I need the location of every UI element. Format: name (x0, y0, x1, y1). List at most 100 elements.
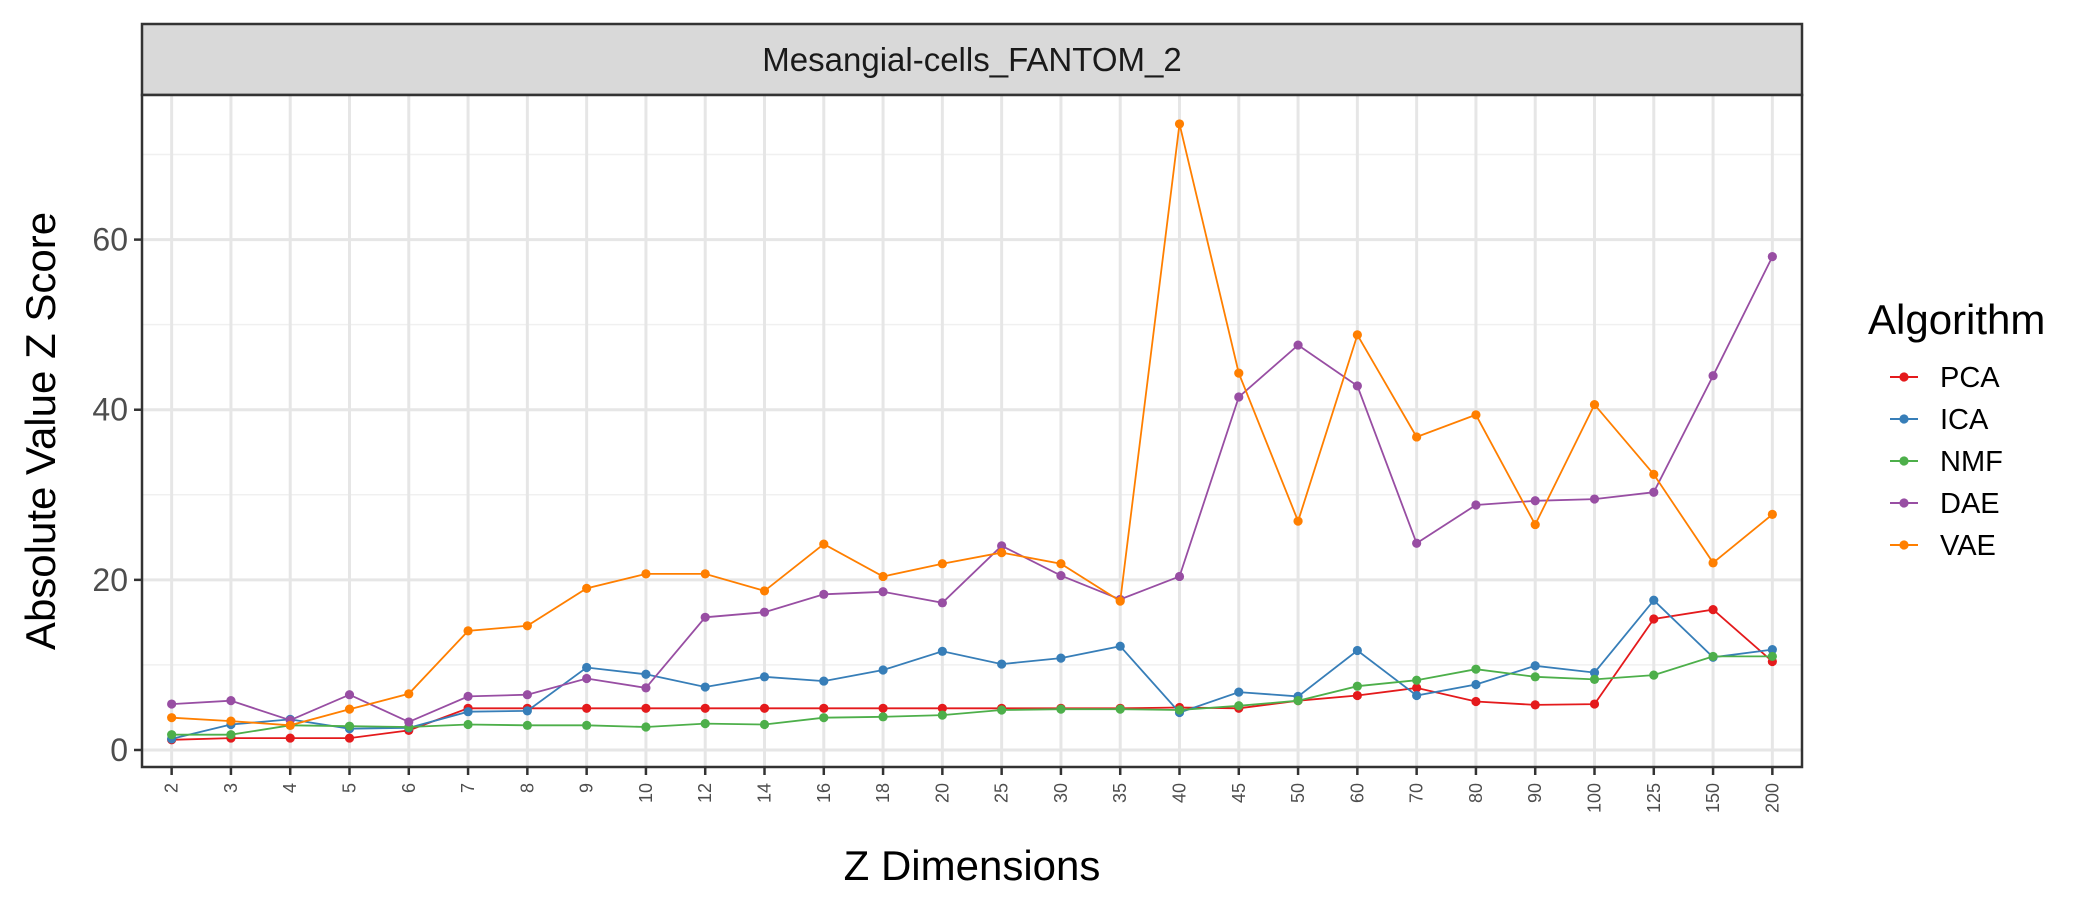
data-point (1649, 670, 1659, 680)
data-point (759, 672, 770, 682)
data-point (937, 710, 947, 720)
data-point (1708, 651, 1718, 662)
data-point (937, 559, 947, 569)
data-point (285, 720, 295, 730)
data-point (463, 719, 473, 730)
data-point (1471, 664, 1481, 674)
data-point (344, 733, 355, 743)
data-point (641, 569, 651, 579)
data-point (819, 589, 829, 599)
data-point (1234, 392, 1244, 402)
x-tick-label: 50 (1288, 783, 1308, 803)
data-point (344, 721, 355, 731)
y-axis: 0 20 40 60 (92, 222, 142, 768)
x-tick-label: 14 (755, 783, 775, 803)
data-point (167, 699, 177, 709)
legend-label: VAE (1940, 530, 1996, 562)
data-point (1174, 571, 1185, 582)
data-point (522, 621, 532, 631)
data-point (819, 713, 829, 723)
x-tick-label: 80 (1466, 783, 1486, 803)
series-line (171, 256, 1774, 723)
facet-strip (140, 22, 1804, 97)
data-point (641, 722, 651, 732)
legend-key-point (1899, 414, 1909, 424)
data-point (641, 669, 651, 679)
data-point (641, 703, 651, 713)
data-point (582, 703, 592, 713)
data-point (878, 571, 888, 582)
data-point (937, 703, 947, 713)
legend-title: Algorithm (1868, 296, 2045, 343)
data-point (226, 716, 236, 726)
data-point (1767, 645, 1777, 655)
data-point (1589, 674, 1600, 684)
x-tick-label: 35 (1110, 783, 1130, 803)
x-tick-label: 30 (1051, 783, 1071, 803)
x-tick-label: 90 (1525, 783, 1545, 803)
data-point (463, 691, 473, 701)
y-tick-label: 0 (110, 732, 128, 768)
data-point (1174, 705, 1185, 715)
data-point (1056, 559, 1066, 569)
data-point (1471, 696, 1481, 707)
data-point (819, 676, 829, 686)
data-point (1352, 330, 1362, 340)
data-point (1234, 368, 1244, 378)
data-point (1352, 681, 1362, 691)
x-tick-label: 4 (280, 783, 300, 793)
legend-key-point (1899, 498, 1909, 508)
x-tick-label: 100 (1585, 783, 1605, 813)
data-point (1767, 509, 1777, 519)
facet-strip-label: Mesangial-cells_FANTOM_2 (762, 41, 1181, 78)
data-point (1530, 519, 1540, 530)
data-point (819, 539, 829, 549)
y-tick-label: 20 (92, 562, 128, 598)
x-tick-label: 9 (577, 783, 597, 793)
data-point (167, 730, 177, 740)
data-point (1293, 696, 1303, 706)
data-point (1530, 700, 1540, 710)
x-axis-title: Z Dimensions (844, 842, 1101, 889)
data-point (1589, 494, 1600, 504)
data-point (1708, 558, 1718, 568)
data-point (1234, 687, 1244, 697)
series-line (171, 655, 1773, 736)
data-point (641, 683, 651, 693)
data-point (1530, 661, 1540, 671)
data-point (1649, 469, 1659, 479)
data-point (937, 598, 947, 608)
data-point (404, 717, 414, 727)
data-point (522, 690, 532, 700)
plot-panel (142, 95, 1802, 767)
series-line (171, 598, 1773, 740)
x-tick-label: 25 (992, 783, 1012, 803)
data-point (878, 703, 888, 713)
x-tick-label: 3 (221, 783, 241, 793)
data-point (1471, 500, 1481, 510)
legend: Algorithm PCA ICA NMF DAE VAE (1868, 296, 2045, 562)
data-point (582, 673, 592, 684)
plot-border (140, 93, 1804, 769)
data-point (759, 719, 770, 730)
data-point (1056, 704, 1066, 714)
x-tick-label: 200 (1762, 783, 1782, 813)
data-point (582, 662, 592, 673)
data-point (1293, 516, 1303, 526)
data-point (1708, 371, 1718, 381)
y-tick-label: 40 (92, 392, 128, 428)
series-layer (167, 119, 1777, 745)
data-point (226, 730, 236, 740)
data-point (582, 720, 592, 730)
data-point (1530, 496, 1540, 506)
data-point (1649, 614, 1659, 624)
data-point (1352, 645, 1362, 656)
data-point (1530, 672, 1540, 682)
data-point (344, 690, 355, 700)
data-point (819, 703, 829, 713)
data-point (463, 626, 473, 636)
series-vae (167, 119, 1777, 730)
data-point (1412, 432, 1422, 442)
data-point (700, 703, 710, 713)
data-point (1649, 487, 1659, 497)
